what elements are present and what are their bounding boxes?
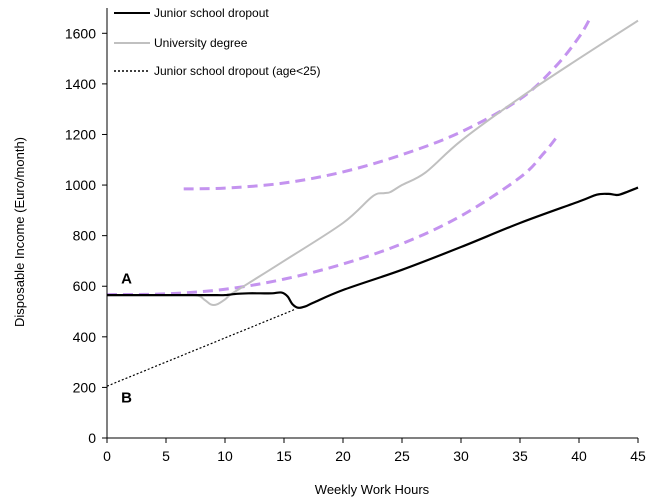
x-tick-label: 35 <box>512 448 528 464</box>
x-tick-label: 10 <box>217 448 233 464</box>
series-line-1 <box>107 186 639 309</box>
legend-background <box>112 2 362 74</box>
x-tick-label: 5 <box>162 448 170 464</box>
x-tick-label: 45 <box>630 448 646 464</box>
y-tick-label: 1400 <box>65 76 96 92</box>
indifference-curves <box>106 16 593 297</box>
x-axis-title: Weekly Work Hours <box>315 482 430 497</box>
x-tick-label: 40 <box>571 448 587 464</box>
indifference-curve-2 <box>183 16 593 191</box>
point-label-a: A <box>121 271 132 288</box>
tick-labels: 0 5 10 15 20 25 30 35 40 45 0 200 400 600 800 1000 1200 1… <box>65 25 646 464</box>
y-tick-label: 800 <box>73 228 97 244</box>
legend: Junior school dropout University degree Ju… <box>112 2 362 78</box>
series-line-2 <box>107 19 639 307</box>
y-axis-title: Disposable Income (Euro/month) <box>12 137 27 327</box>
legend-label-3: Junior school dropout (age<25) <box>154 64 320 78</box>
y-tick-label: 600 <box>73 278 97 294</box>
y-tick-label: 1000 <box>65 177 96 193</box>
y-tick-label: 200 <box>73 379 97 395</box>
series-line-3 <box>106 308 297 387</box>
point-label-b: B <box>121 390 132 407</box>
data-series <box>106 19 639 387</box>
x-tick-label: 20 <box>335 448 351 464</box>
x-tick-label: 0 <box>103 448 111 464</box>
y-tick-label: 1200 <box>65 126 96 142</box>
x-tick-label: 25 <box>394 448 410 464</box>
annotations: AB <box>121 271 132 407</box>
x-tick-label: 30 <box>453 448 469 464</box>
indifference-curve-1 <box>106 134 559 297</box>
legend-label-2: University degree <box>154 36 248 50</box>
axes <box>102 8 639 443</box>
y-tick-label: 1600 <box>65 25 96 41</box>
y-tick-label: 0 <box>88 430 96 446</box>
y-tick-label: 400 <box>73 329 97 345</box>
x-tick-label: 15 <box>276 448 292 464</box>
legend-label-1: Junior school dropout <box>154 6 269 20</box>
